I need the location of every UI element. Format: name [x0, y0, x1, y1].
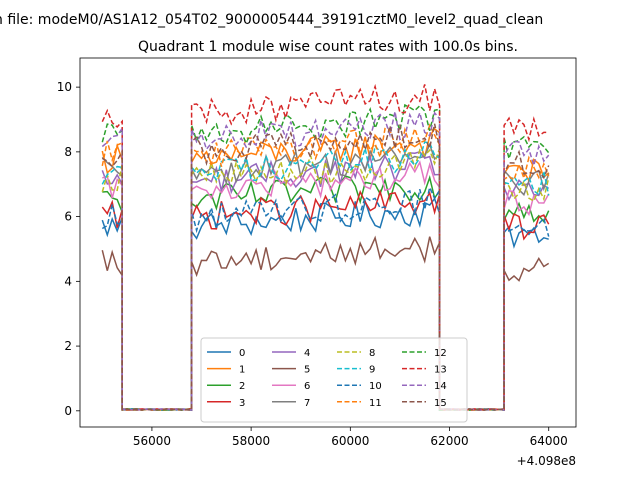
series-layer: [101, 83, 550, 412]
axes-title: Quadrant 1 module wise count rates with …: [138, 39, 518, 55]
legend-label: 7: [304, 398, 310, 409]
x-tick-label: 64000: [530, 434, 568, 448]
y-tick-label: 6: [64, 210, 72, 224]
y-tick-label: 2: [64, 339, 72, 353]
legend-label: 6: [304, 381, 310, 392]
legend-label: 11: [369, 398, 382, 409]
x-tick-label: 58000: [232, 434, 270, 448]
legend-label: 10: [369, 381, 382, 392]
x-tick-label: 60000: [331, 434, 369, 448]
legend-label: 2: [239, 381, 245, 392]
x-tick-label: 62000: [430, 434, 468, 448]
legend-label: 4: [304, 348, 310, 359]
legend-label: 12: [434, 348, 447, 359]
y-axis: 0 2 4 6 8 10: [57, 80, 80, 418]
y-tick-label: 10: [57, 80, 72, 94]
legend-box: [200, 337, 468, 423]
legend-label: 0: [239, 348, 245, 359]
x-tick-label: 56000: [133, 434, 171, 448]
legend-label: 3: [239, 398, 245, 409]
x-axis: 56000 58000 60000 62000 64000: [133, 427, 568, 448]
series-line-15: [101, 123, 550, 411]
y-tick-label: 8: [64, 145, 72, 159]
series-line-14: [101, 110, 550, 411]
legend-label: 5: [304, 365, 310, 376]
y-tick-label: 4: [64, 274, 72, 288]
legend-label: 8: [369, 348, 375, 359]
axes-frame: [79, 57, 577, 428]
y-tick-label: 0: [64, 404, 72, 418]
legend-label: 1: [239, 365, 245, 376]
legend-label: 15: [434, 398, 447, 409]
legend-label: 13: [434, 365, 447, 376]
legend-label: 9: [369, 365, 375, 376]
series-line-12: [101, 103, 550, 411]
legend-label: 14: [434, 381, 447, 392]
x-axis-offset-label: +4.098e8: [517, 454, 576, 468]
figure-suptitle: n file: modeM0/AS1A12_054T02_9000005444_…: [0, 12, 543, 28]
